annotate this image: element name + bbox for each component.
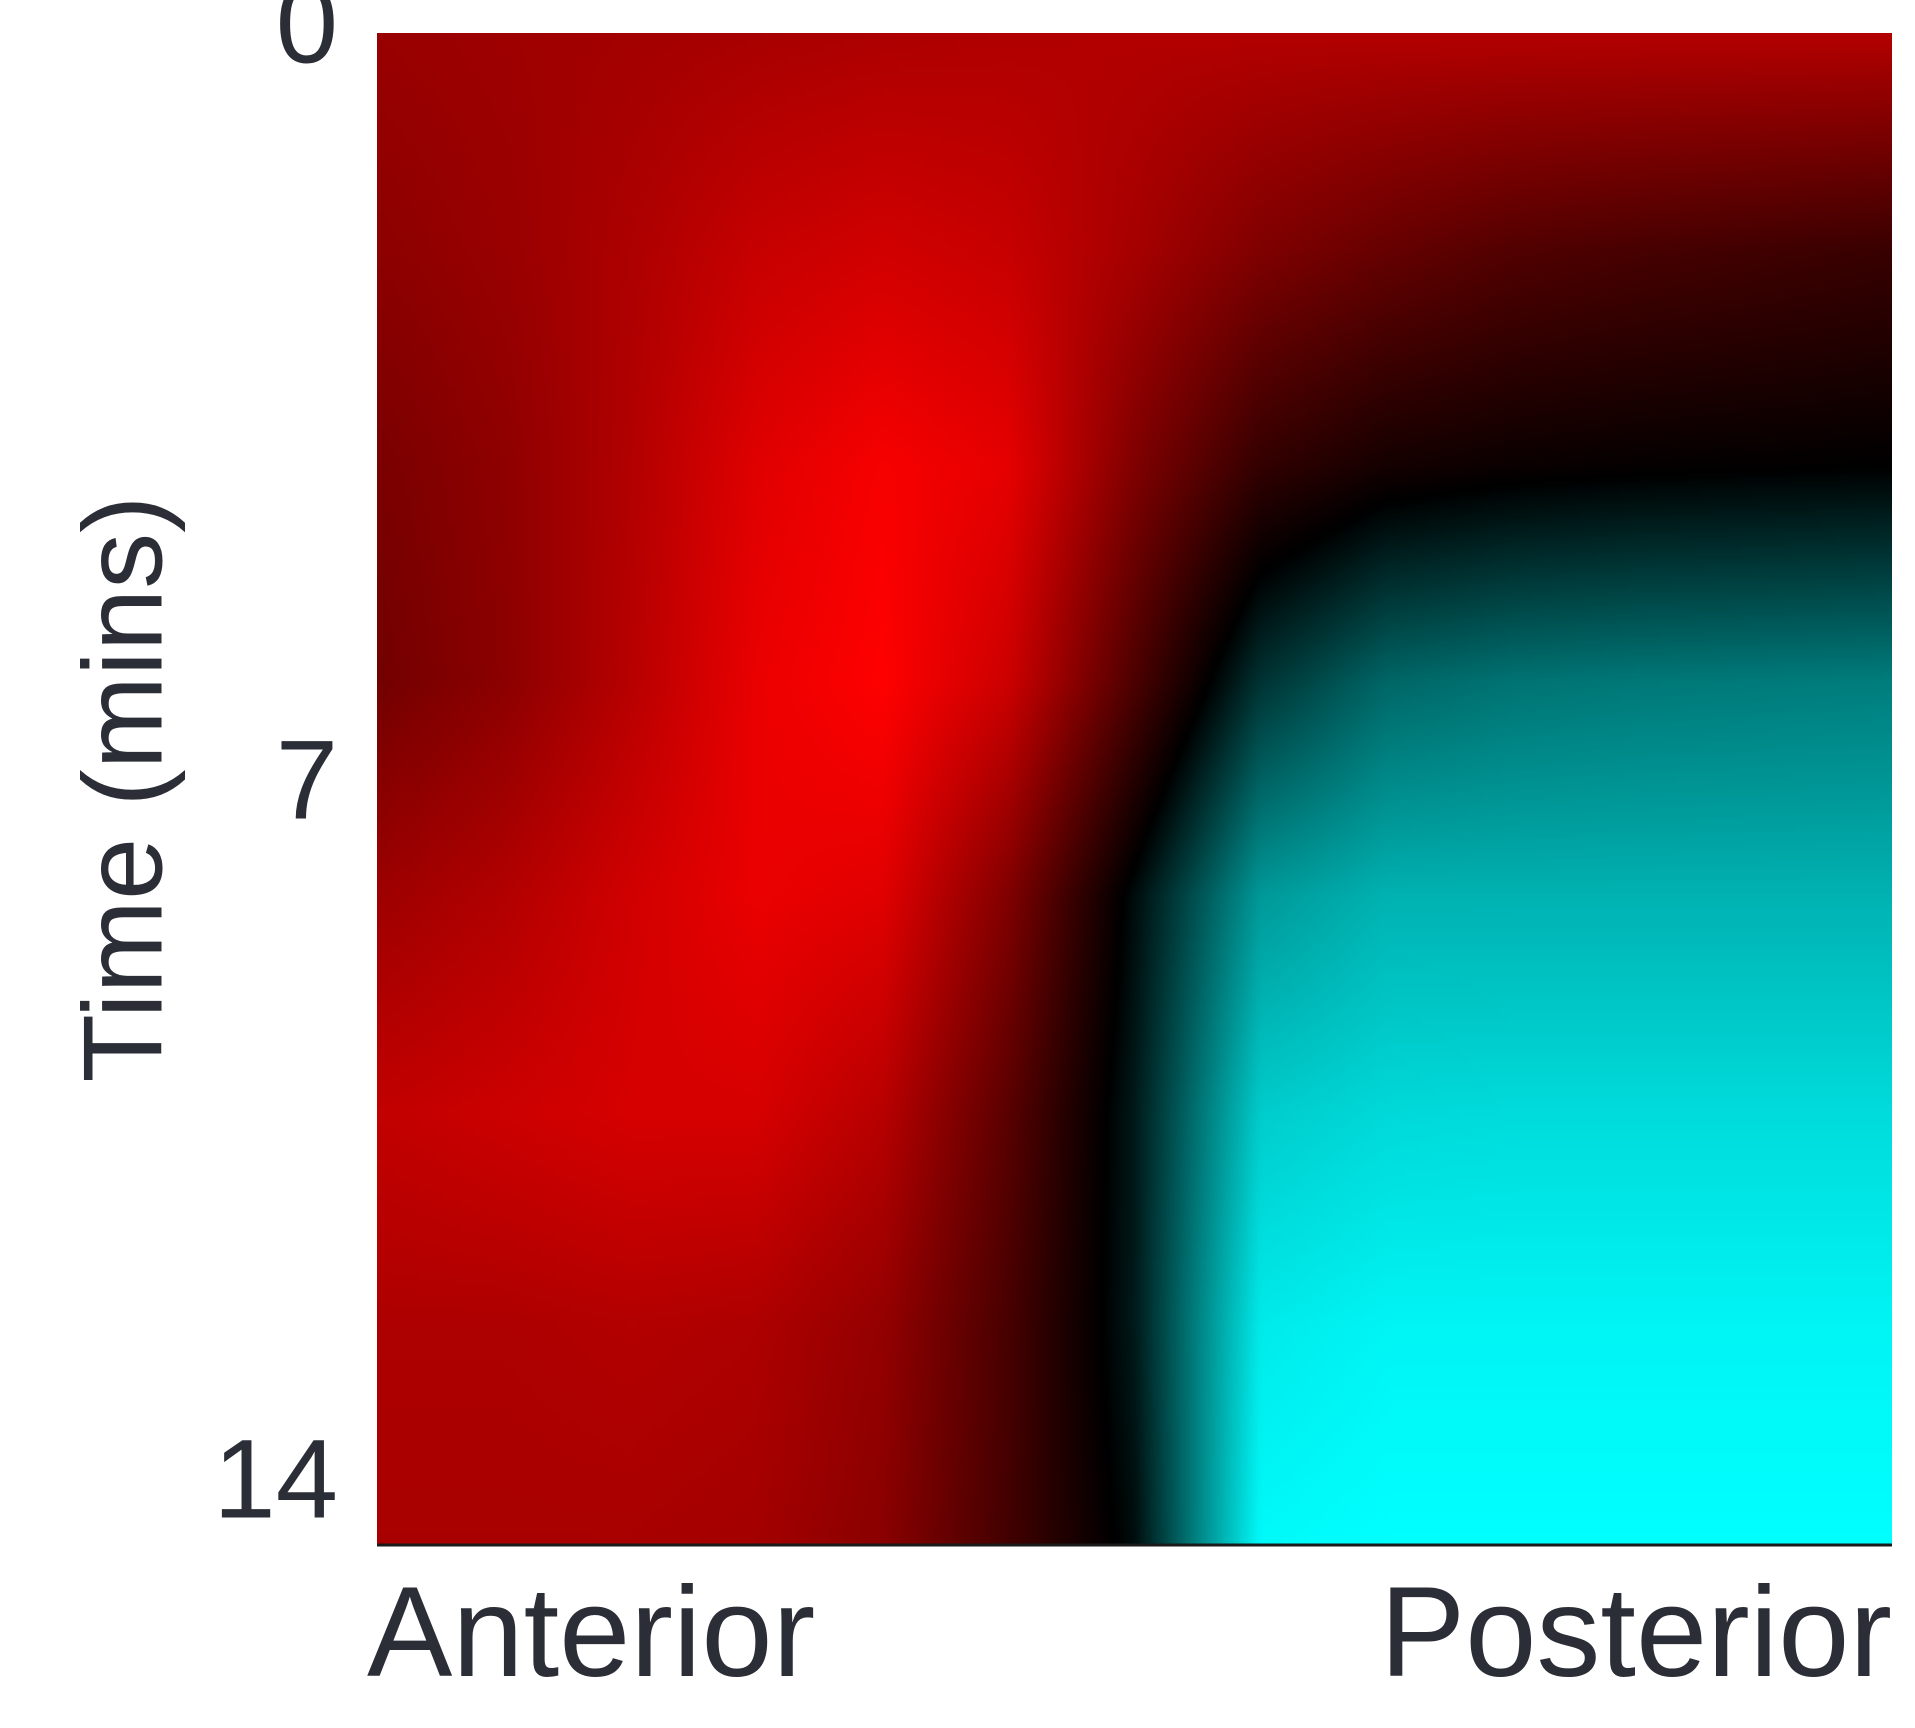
- plot-area: [377, 33, 1892, 1545]
- x-tick-label-anterior: Anterior: [367, 1561, 815, 1704]
- y-tick-label-1: 7: [276, 718, 338, 843]
- x-tick-label-posterior: Posterior: [1380, 1561, 1892, 1704]
- y-tick-label-2: 14: [213, 1417, 338, 1542]
- y-tick-label-0: 0: [276, 0, 338, 87]
- heatmap-image: [377, 33, 1892, 1545]
- y-axis-label: Time (mins): [61, 496, 186, 1083]
